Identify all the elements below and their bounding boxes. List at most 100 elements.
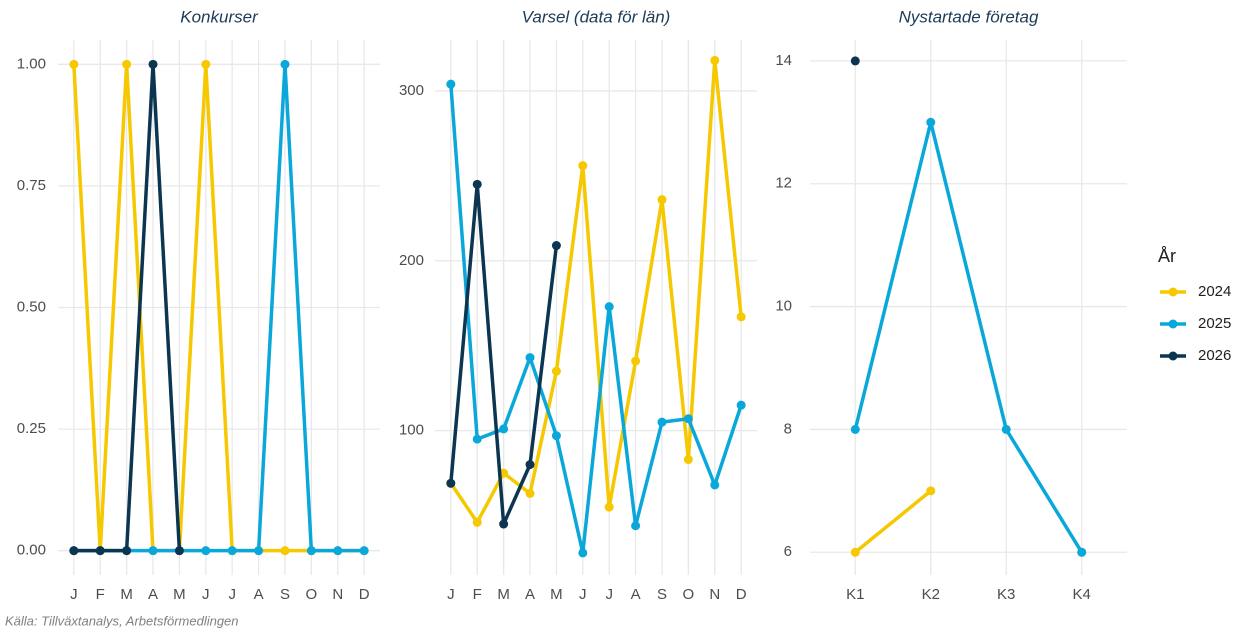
x-tick-label: J — [228, 586, 236, 603]
x-tick-label: N — [332, 586, 343, 603]
data-point — [280, 59, 290, 69]
y-tick-label: 0.75 — [17, 177, 46, 194]
y-tick-label: 6 — [784, 543, 792, 560]
x-tick-label: A — [148, 586, 158, 603]
data-point — [446, 478, 456, 488]
data-point — [604, 302, 614, 312]
data-point — [201, 546, 211, 556]
legend-label: 2024 — [1198, 283, 1231, 300]
data-point — [926, 486, 936, 496]
data-point — [551, 431, 561, 441]
x-tick-label: N — [709, 586, 720, 603]
legend-swatch — [1168, 319, 1178, 329]
y-tick-label: 10 — [775, 298, 792, 315]
series-line — [449, 84, 743, 555]
data-point — [736, 400, 746, 410]
x-tick-label: J — [202, 586, 210, 603]
data-point — [1077, 547, 1087, 557]
data-point — [122, 59, 132, 69]
y-tick-label: 14 — [775, 52, 792, 69]
x-tick-label: S — [657, 586, 667, 603]
x-tick-label: F — [473, 586, 482, 603]
data-point — [472, 517, 482, 527]
y-tick-label: 0.00 — [17, 542, 46, 559]
data-point — [359, 546, 369, 556]
x-tick-label: J — [605, 586, 613, 603]
data-point — [850, 424, 860, 434]
y-tick-label: 0.50 — [17, 298, 46, 315]
data-point — [551, 366, 561, 376]
x-tick-label: D — [359, 586, 370, 603]
x-tick-label: M — [550, 586, 563, 603]
caption: Källa: Tillväxtanalys, Arbetsförmedlinge… — [5, 613, 239, 628]
data-point — [710, 55, 720, 65]
data-point — [499, 519, 509, 529]
data-point — [333, 546, 343, 556]
data-point — [631, 356, 641, 366]
legend-swatch — [1168, 287, 1178, 297]
x-tick-label: J — [579, 586, 587, 603]
data-point — [578, 548, 588, 558]
x-tick-label: O — [306, 586, 318, 603]
data-point — [446, 79, 456, 89]
panel-title: Nystartade företag — [899, 7, 1039, 26]
panel-title: Konkurser — [180, 7, 259, 26]
x-tick-label: O — [683, 586, 695, 603]
data-point — [280, 546, 290, 556]
data-point — [227, 546, 237, 556]
x-tick-label: M — [120, 586, 133, 603]
data-point — [95, 546, 105, 556]
data-point — [850, 56, 860, 66]
panel-title: Varsel (data för län) — [522, 7, 671, 26]
data-point — [604, 502, 614, 512]
data-point — [657, 195, 667, 205]
x-tick-label: A — [254, 586, 264, 603]
data-point — [525, 488, 535, 498]
x-tick-label: K2 — [922, 586, 940, 603]
legend-swatch — [1168, 351, 1178, 361]
data-point — [551, 241, 561, 251]
y-tick-label: 8 — [784, 420, 792, 437]
data-point — [174, 546, 184, 556]
x-tick-label: M — [497, 586, 510, 603]
data-point — [926, 117, 936, 127]
data-point — [148, 546, 158, 556]
series-line — [853, 120, 1084, 554]
y-tick-label: 100 — [399, 422, 424, 439]
data-point — [850, 547, 860, 557]
y-tick-label: 0.25 — [17, 420, 46, 437]
y-tick-label: 1.00 — [17, 55, 46, 72]
x-tick-label: A — [631, 586, 641, 603]
y-tick-label: 200 — [399, 252, 424, 269]
legend-label: 2026 — [1198, 347, 1231, 364]
x-tick-label: K4 — [1073, 586, 1091, 603]
x-tick-label: F — [96, 586, 105, 603]
y-tick-label: 12 — [775, 175, 792, 192]
data-point — [657, 417, 667, 427]
data-point — [69, 546, 79, 556]
legend-title: År — [1158, 246, 1176, 266]
x-tick-label: K3 — [997, 586, 1015, 603]
data-point — [472, 179, 482, 189]
data-point — [1001, 424, 1011, 434]
x-tick-label: S — [280, 586, 290, 603]
data-point — [631, 521, 641, 531]
data-point — [578, 161, 588, 171]
data-point — [525, 460, 535, 470]
data-point — [736, 312, 746, 322]
x-tick-label: M — [173, 586, 186, 603]
legend-label: 2025 — [1198, 315, 1231, 332]
data-point — [472, 434, 482, 444]
data-point — [69, 59, 79, 69]
data-point — [306, 546, 316, 556]
data-point — [122, 546, 132, 556]
data-point — [525, 353, 535, 363]
data-point — [254, 546, 264, 556]
data-point — [683, 414, 693, 424]
x-tick-label: A — [525, 586, 535, 603]
data-point — [148, 59, 158, 69]
x-tick-label: D — [736, 586, 747, 603]
x-tick-label: J — [70, 586, 78, 603]
data-point — [201, 59, 211, 69]
data-point — [499, 424, 509, 434]
